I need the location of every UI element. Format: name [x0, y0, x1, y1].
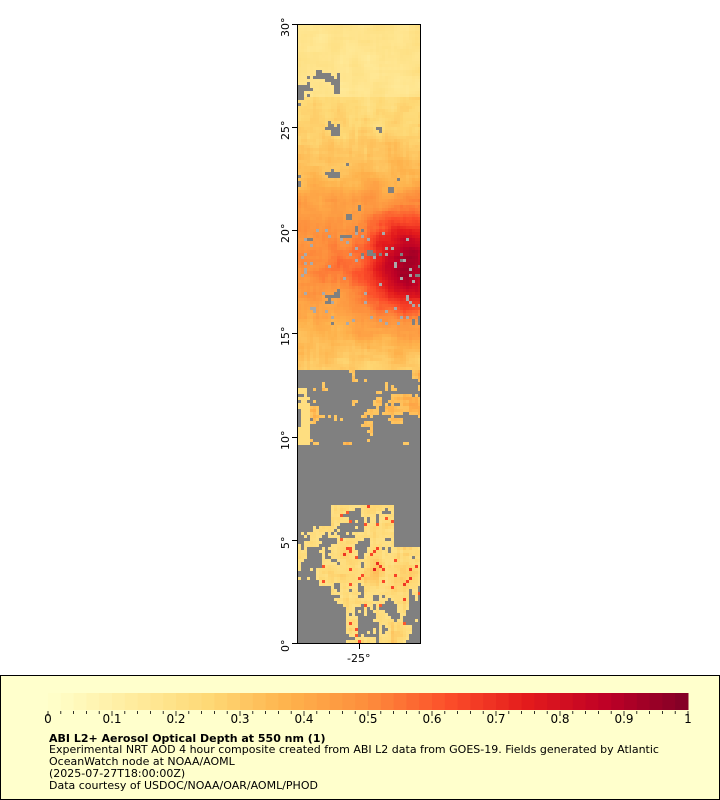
legend-timestamp: (2025-07-27T18:00:00Z) — [49, 767, 186, 780]
lon-label-minus25: -25° — [347, 652, 371, 665]
lat-label-30: 30° — [279, 17, 292, 38]
colorbar-label-0.7: 0.7 — [486, 712, 506, 726]
lat-label-15: 15° — [279, 326, 292, 347]
lat-label-25: 25° — [279, 120, 292, 141]
lat-tick-5 — [292, 540, 297, 541]
colorbar-label-0.6: 0.6 — [422, 712, 442, 726]
colorbar-label-0: 0 — [44, 712, 52, 726]
legend-panel: 0 0.1 0.2 0.3 0.4 0.5 0.6 0.7 0.8 0.9 1 … — [0, 675, 720, 800]
aod-map — [297, 24, 421, 644]
legend-title: ABI L2+ Aerosol Optical Depth at 550 nm … — [49, 732, 326, 745]
colorbar-label-0.9: 0.9 — [614, 712, 634, 726]
aod-raster — [298, 25, 420, 643]
lat-tick-25 — [292, 127, 297, 128]
lat-label-5: 5° — [279, 536, 292, 550]
legend-credit: Data courtesy of USDOC/NOAA/OAR/AOML/PHO… — [49, 779, 318, 792]
colorbar-label-0.5: 0.5 — [358, 712, 378, 726]
lat-tick-0 — [292, 643, 297, 644]
lat-tick-30 — [292, 24, 297, 25]
legend-description: Experimental NRT AOD 4 hour composite cr… — [49, 743, 659, 768]
lat-label-10: 10° — [279, 430, 292, 451]
colorbar-label-1: 1 — [684, 712, 692, 726]
colorbar-label-0.1: 0.1 — [102, 712, 122, 726]
colorbar-label-0.8: 0.8 — [550, 712, 570, 726]
colorbar — [47, 693, 689, 716]
lat-label-20: 20° — [279, 223, 292, 244]
lat-tick-20 — [292, 230, 297, 231]
lon-tick-minus25 — [359, 644, 360, 649]
lat-tick-15 — [292, 333, 297, 334]
lat-tick-10 — [292, 437, 297, 438]
colorbar-label-0.4: 0.4 — [294, 712, 314, 726]
lat-label-0: 0° — [279, 639, 292, 653]
colorbar-label-0.2: 0.2 — [166, 712, 186, 726]
colorbar-label-0.3: 0.3 — [230, 712, 250, 726]
